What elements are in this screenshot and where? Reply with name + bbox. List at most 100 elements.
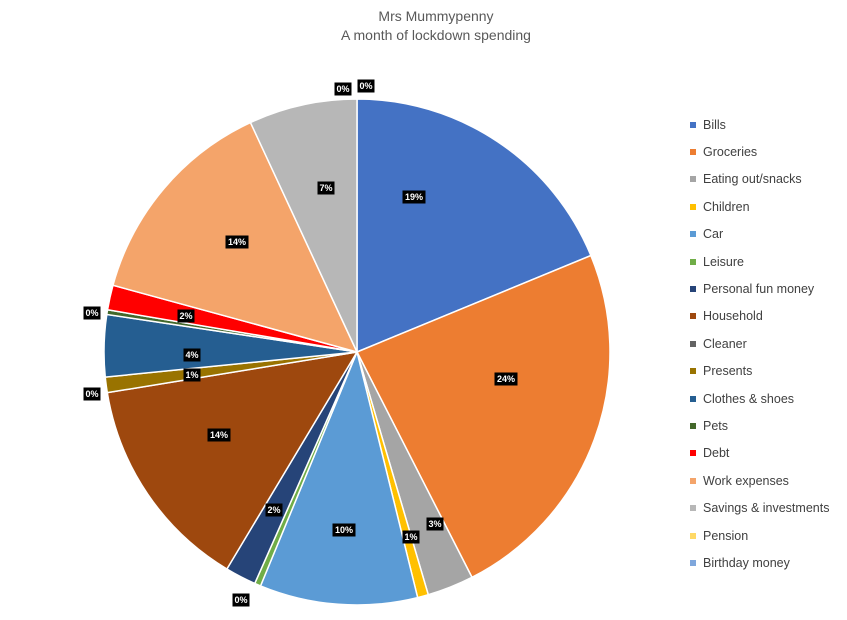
data-label-text: 2% — [179, 311, 192, 321]
data-label-text: 7% — [319, 183, 332, 193]
data-label: 10% — [332, 523, 356, 537]
data-label: 7% — [317, 181, 335, 195]
legend-swatch — [690, 340, 696, 347]
pie-slice — [355, 254, 611, 579]
legend-label: Leisure — [703, 254, 744, 269]
legend-swatch — [690, 505, 696, 512]
legend-label: Pets — [703, 418, 729, 433]
pie-data-labels: 19% 24% 3% 1% 10% 0% 2% 14% 0% 1% 4% 0% 2% 14% 7% 0% 0% — [83, 79, 518, 607]
data-label-text: 4% — [185, 350, 198, 360]
chart-subtitle: A month of lockdown spending — [341, 27, 531, 43]
data-label-text: 14% — [228, 237, 246, 247]
legend-item: Groceries — [690, 138, 845, 165]
data-label-box — [183, 348, 201, 362]
data-label-text: 0% — [85, 389, 98, 399]
legend-item: Presents — [690, 358, 845, 385]
pie-slice — [259, 349, 419, 606]
legend-item: Bills — [690, 111, 845, 138]
data-label-box — [494, 372, 518, 386]
legend-item: Work expenses — [690, 467, 845, 494]
data-label-box — [426, 517, 444, 531]
legend-item: Savings & investments — [690, 494, 845, 521]
legend-swatch — [690, 532, 696, 539]
data-label-box — [317, 181, 335, 195]
legend-label: Cleaner — [703, 336, 747, 351]
data-label-box — [402, 530, 420, 544]
legend-swatch — [690, 422, 696, 429]
legend-label: Clothes & shoes — [703, 391, 795, 406]
data-label: 4% — [183, 348, 201, 362]
legend-item: Car — [690, 221, 845, 248]
legend-label: Birthday money — [703, 555, 790, 570]
legend-swatch — [690, 258, 696, 265]
data-label-text: 1% — [404, 532, 417, 542]
data-label-text: 0% — [336, 84, 349, 94]
data-label: 2% — [177, 309, 195, 323]
data-label-box — [334, 82, 352, 96]
legend-swatch — [690, 368, 696, 375]
legend-item: Birthday money — [690, 549, 845, 576]
data-label-text: 0% — [85, 308, 98, 318]
legend-swatch — [690, 286, 696, 293]
legend-item: Eating out/snacks — [690, 166, 845, 193]
data-label-text: 19% — [405, 192, 423, 202]
legend-label: Work expenses — [703, 473, 789, 488]
legend-label: Eating out/snacks — [703, 172, 802, 187]
data-label: 19% — [402, 190, 426, 204]
legend-swatch — [690, 313, 696, 320]
pie-slice — [249, 98, 358, 353]
chart-title: Mrs Mummypenny — [378, 8, 493, 24]
data-label-text: 0% — [234, 595, 247, 605]
legend-label: Savings & investments — [703, 501, 830, 516]
data-label-text: 2% — [267, 505, 280, 515]
pie-slice — [356, 98, 592, 354]
data-label-box — [232, 593, 250, 607]
legend-item: Debt — [690, 440, 845, 467]
data-label: 3% — [426, 517, 444, 531]
data-label-text: 10% — [335, 525, 353, 535]
legend-item: Cleaner — [690, 330, 845, 357]
data-label: 14% — [225, 235, 249, 249]
data-label-text: 3% — [428, 519, 441, 529]
data-label: 2% — [265, 503, 283, 517]
legend-label: Children — [703, 199, 750, 214]
data-label-box — [402, 190, 426, 204]
legend-label: Personal fun money — [703, 282, 815, 297]
data-label-box — [177, 309, 195, 323]
legend-item: Pension — [690, 522, 845, 549]
legend-swatch — [690, 395, 696, 402]
legend-item: Personal fun money — [690, 275, 845, 302]
legend-item: Children — [690, 193, 845, 220]
data-label-box — [183, 368, 201, 382]
legend-swatch — [690, 149, 696, 156]
data-label-box — [83, 306, 101, 320]
data-label: 0% — [83, 387, 101, 401]
legend-label: Pension — [703, 528, 749, 543]
data-label: 0% — [83, 306, 101, 320]
data-label: 0% — [357, 79, 375, 93]
data-label-box — [83, 387, 101, 401]
pie-slices — [103, 98, 611, 606]
data-label-box — [357, 79, 375, 93]
legend-swatch — [690, 176, 696, 183]
data-label-box — [265, 503, 283, 517]
legend-label: Bills — [703, 117, 726, 132]
legend-swatch — [690, 477, 696, 484]
legend-label: Household — [703, 309, 763, 324]
data-label-box — [225, 235, 249, 249]
data-label-text: 14% — [210, 430, 228, 440]
legend-swatch — [690, 450, 696, 457]
data-label-text: 1% — [185, 370, 198, 380]
data-label: 0% — [232, 593, 250, 607]
legend-swatch — [690, 203, 696, 210]
legend-item: Leisure — [690, 248, 845, 275]
legend-item: Clothes & shoes — [690, 385, 845, 412]
legend-swatch — [690, 121, 696, 128]
legend-item: Household — [690, 303, 845, 330]
data-label: 1% — [183, 368, 201, 382]
legend-label: Car — [703, 227, 724, 242]
legend-item: Pets — [690, 412, 845, 439]
pie-slice — [106, 351, 359, 571]
data-label-box — [332, 523, 356, 537]
